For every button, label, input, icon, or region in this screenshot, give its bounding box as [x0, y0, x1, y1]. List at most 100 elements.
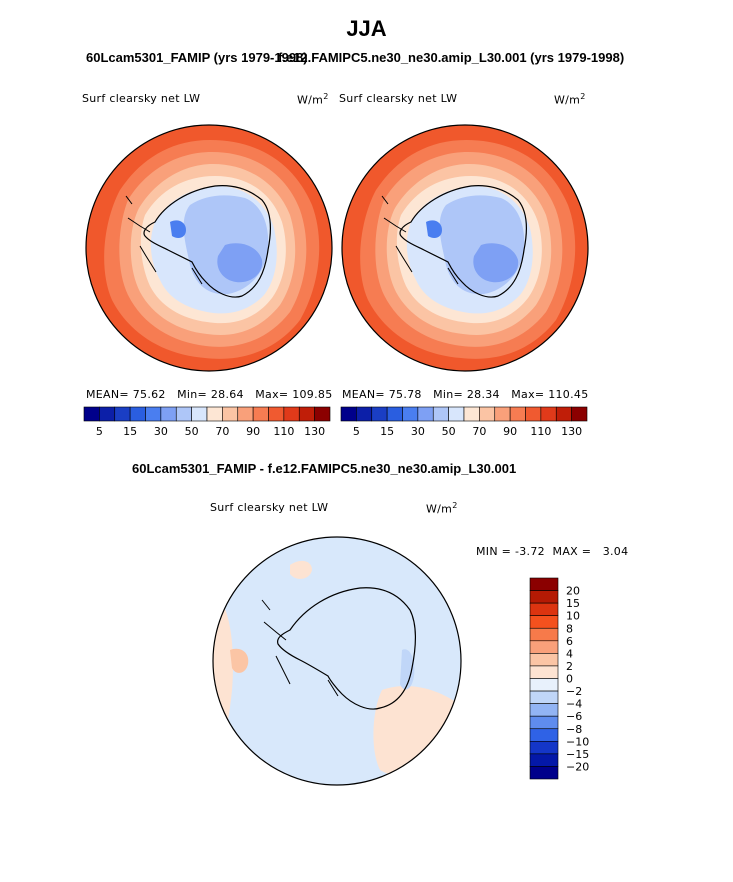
map-border-1: [85, 124, 333, 372]
colorbar-tick-label: 5: [96, 425, 103, 438]
colorbar-swatch: [529, 766, 559, 780]
colorbar-swatch: [252, 406, 269, 422]
colorbar-swatch: [479, 406, 496, 422]
colorbar-swatch: [386, 406, 403, 422]
colorbar-swatch: [298, 406, 315, 422]
colorbar-swatch: [555, 406, 572, 422]
colorbar-tick-label: 30: [154, 425, 168, 438]
colorbar-tick-label: 90: [503, 425, 517, 438]
colorbar-swatch: [417, 406, 434, 422]
colorbar-swatch: [529, 577, 559, 591]
colorbar-swatch: [529, 640, 559, 654]
colorbar-swatch: [529, 602, 559, 616]
panel2-stats: MEAN= 75.78 Min= 28.34 Max= 110.45: [342, 388, 589, 401]
colorbar-tick-label: 90: [246, 425, 260, 438]
colorbar-tick-label: 130: [561, 425, 582, 438]
figure-title: JJA: [346, 16, 387, 41]
colorbar-swatch: [529, 678, 559, 692]
colorbar-swatch: [129, 406, 146, 422]
colorbar-tick-label: 0: [566, 673, 573, 686]
colorbar-tick-label: −10: [566, 735, 589, 748]
colorbar-tick-label: 20: [566, 585, 580, 598]
colorbar-swatch: [402, 406, 419, 422]
colorbar-swatch: [99, 406, 116, 422]
colorbar-swatch: [314, 406, 331, 422]
map-border-2: [341, 124, 589, 372]
colorbar-swatch: [160, 406, 177, 422]
colorbar-swatch: [529, 690, 559, 704]
coastline-3: [277, 587, 417, 710]
colorbar-tick-label: 110: [530, 425, 551, 438]
colorbar-tick-label: 5: [353, 425, 360, 438]
colorbar-swatch: [494, 406, 511, 422]
colorbar-tick-label: 130: [304, 425, 325, 438]
colorbar-swatch: [529, 653, 559, 667]
panel1-stats: MEAN= 75.62 Min= 28.64 Max= 109.85: [86, 388, 333, 401]
colorbar-swatch: [175, 406, 192, 422]
colorbar-swatch: [356, 406, 373, 422]
colorbar-2: 5 15 30 50 70 90 110 130: [340, 406, 588, 438]
left-case-title: 60Lcam5301_FAMIP (yrs 1979-1998): [86, 50, 308, 65]
panel3-variable-title: Surf clearsky net LW: [210, 501, 329, 514]
colorbar-swatch: [529, 703, 559, 717]
colorbar-tick-label: 15: [123, 425, 137, 438]
colorbar-tick-label: 8: [566, 622, 573, 635]
panel3-stats: MIN = -3.72 MAX = 3.04: [476, 545, 629, 558]
colorbar-swatch: [529, 728, 559, 742]
colorbar-tick-label: 70: [472, 425, 486, 438]
colorbar-tick-label: −15: [566, 748, 589, 761]
colorbar-swatch: [206, 406, 223, 422]
panel2-variable-title: Surf clearsky net LW: [339, 92, 458, 105]
colorbar-swatch: [268, 406, 285, 422]
colorbar-tick-label: −6: [566, 710, 582, 723]
polar-map-3: [213, 537, 461, 785]
panel1-variable-title: Surf clearsky net LW: [82, 92, 201, 105]
colorbar-tick-label: 15: [566, 597, 580, 610]
colorbar-tick-label: 50: [185, 425, 199, 438]
colorbar-swatch: [83, 406, 100, 422]
colorbar-swatch: [571, 406, 588, 422]
colorbar-tick-label: 30: [411, 425, 425, 438]
colorbar-swatch: [448, 406, 465, 422]
colorbar-swatch: [237, 406, 254, 422]
panel1-units: W/m2: [297, 92, 329, 107]
colorbar-swatch: [191, 406, 208, 422]
colorbar-tick-label: 70: [215, 425, 229, 438]
colorbar-swatch: [509, 406, 526, 422]
colorbar-tick-label: −20: [566, 760, 589, 773]
colorbar-swatch: [529, 715, 559, 730]
colorbar-tick-label: 15: [380, 425, 394, 438]
colorbar-swatch: [525, 406, 542, 422]
polar-map-2: [342, 125, 588, 371]
colorbar-swatch: [114, 406, 131, 422]
colorbar-swatch: [145, 406, 162, 422]
colorbar-1: 5 15 30 50 70 90 110 130: [83, 406, 331, 438]
colorbar-tick-label: −2: [566, 685, 582, 698]
colorbar-tick-label: 50: [442, 425, 456, 438]
colorbar-swatch: [340, 406, 357, 422]
colorbar-swatch: [222, 406, 239, 422]
colorbar-swatch: [529, 615, 559, 629]
colorbar-swatch: [283, 406, 300, 422]
coastline-2b: [381, 195, 459, 285]
map-border-3: [212, 536, 462, 786]
panel3-units: W/m2: [426, 501, 458, 516]
coastline-3b: [261, 599, 339, 697]
coastline-1: [143, 185, 272, 298]
colorbar-swatch: [529, 590, 559, 604]
colorbar-tick-label: −8: [566, 723, 582, 736]
colorbar-swatch: [463, 406, 480, 422]
panel2-units: W/m2: [554, 92, 586, 107]
colorbar-swatch: [529, 753, 559, 767]
colorbar-tick-label: 110: [273, 425, 294, 438]
colorbar-tick-label: −4: [566, 698, 582, 711]
polar-map-1: [86, 125, 332, 371]
colorbar-swatch: [540, 406, 557, 422]
colorbar-swatch: [529, 665, 559, 679]
colorbar-tick-label: 4: [566, 647, 573, 660]
colorbar-swatch: [371, 406, 388, 422]
colorbar-swatch: [529, 627, 559, 642]
colorbar-swatch: [529, 741, 559, 755]
